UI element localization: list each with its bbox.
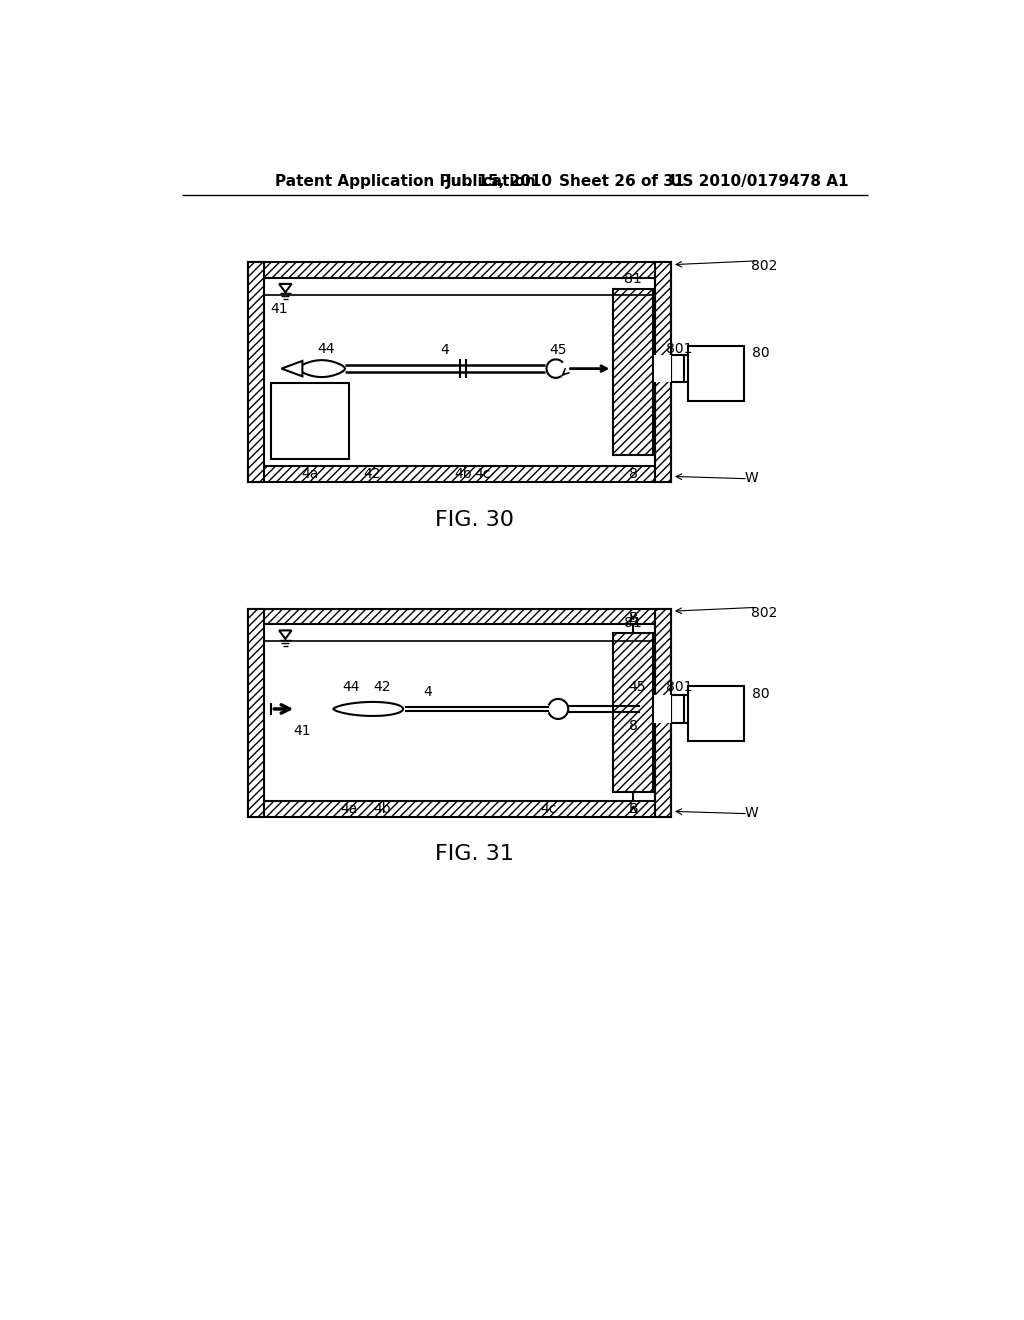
Polygon shape — [282, 360, 302, 376]
Text: 4a: 4a — [340, 803, 357, 816]
Text: 80: 80 — [753, 686, 770, 701]
Bar — [655, 609, 671, 817]
Text: 41: 41 — [270, 301, 288, 315]
Text: US 2010/0179478 A1: US 2010/0179478 A1 — [671, 174, 849, 189]
Text: W: W — [745, 807, 759, 820]
Text: 4b: 4b — [454, 467, 472, 480]
Bar — [654, 696, 672, 723]
Text: 45: 45 — [549, 343, 567, 358]
Text: 4: 4 — [440, 343, 450, 358]
Text: FIG. 30: FIG. 30 — [435, 511, 514, 531]
Text: 42: 42 — [374, 680, 391, 694]
Bar — [688, 686, 744, 742]
Text: 80: 80 — [753, 346, 770, 360]
Polygon shape — [299, 360, 345, 378]
Text: 44: 44 — [342, 680, 360, 694]
Text: 8: 8 — [629, 467, 638, 480]
Bar — [671, 696, 684, 723]
Text: Patent Application Publication: Patent Application Publication — [275, 174, 536, 189]
Text: 44: 44 — [316, 342, 335, 355]
Text: 4b: 4b — [374, 803, 391, 816]
Bar — [248, 801, 671, 817]
Bar — [613, 289, 653, 455]
Text: W: W — [745, 471, 759, 484]
Bar — [248, 263, 671, 277]
Text: 802: 802 — [751, 606, 777, 619]
Text: 81: 81 — [625, 615, 642, 630]
Bar — [655, 263, 671, 482]
Text: FIG. 31: FIG. 31 — [435, 843, 514, 863]
Text: Sheet 26 of 31: Sheet 26 of 31 — [559, 174, 684, 189]
Bar — [613, 634, 653, 792]
Bar — [248, 466, 671, 482]
Bar — [671, 355, 684, 383]
Bar — [248, 263, 263, 482]
Text: 45: 45 — [629, 680, 646, 694]
Text: 801: 801 — [666, 680, 692, 694]
Text: 801: 801 — [666, 342, 692, 355]
Text: B: B — [629, 803, 638, 816]
Text: 81: 81 — [625, 272, 642, 285]
Text: 4a: 4a — [301, 467, 318, 480]
Text: 4c: 4c — [541, 803, 557, 816]
Bar — [248, 609, 263, 817]
Text: B: B — [629, 611, 638, 626]
Text: Jul. 15, 2010: Jul. 15, 2010 — [445, 174, 553, 189]
Text: 802: 802 — [751, 259, 777, 273]
Bar — [654, 355, 672, 383]
Polygon shape — [334, 702, 403, 715]
Text: 41: 41 — [294, 723, 311, 738]
Text: 4c: 4c — [475, 467, 492, 480]
Bar — [688, 346, 744, 401]
Bar — [248, 609, 671, 624]
Bar — [271, 383, 349, 459]
Text: 42: 42 — [364, 467, 381, 480]
Text: 4: 4 — [424, 685, 432, 700]
Text: 8: 8 — [629, 719, 638, 733]
